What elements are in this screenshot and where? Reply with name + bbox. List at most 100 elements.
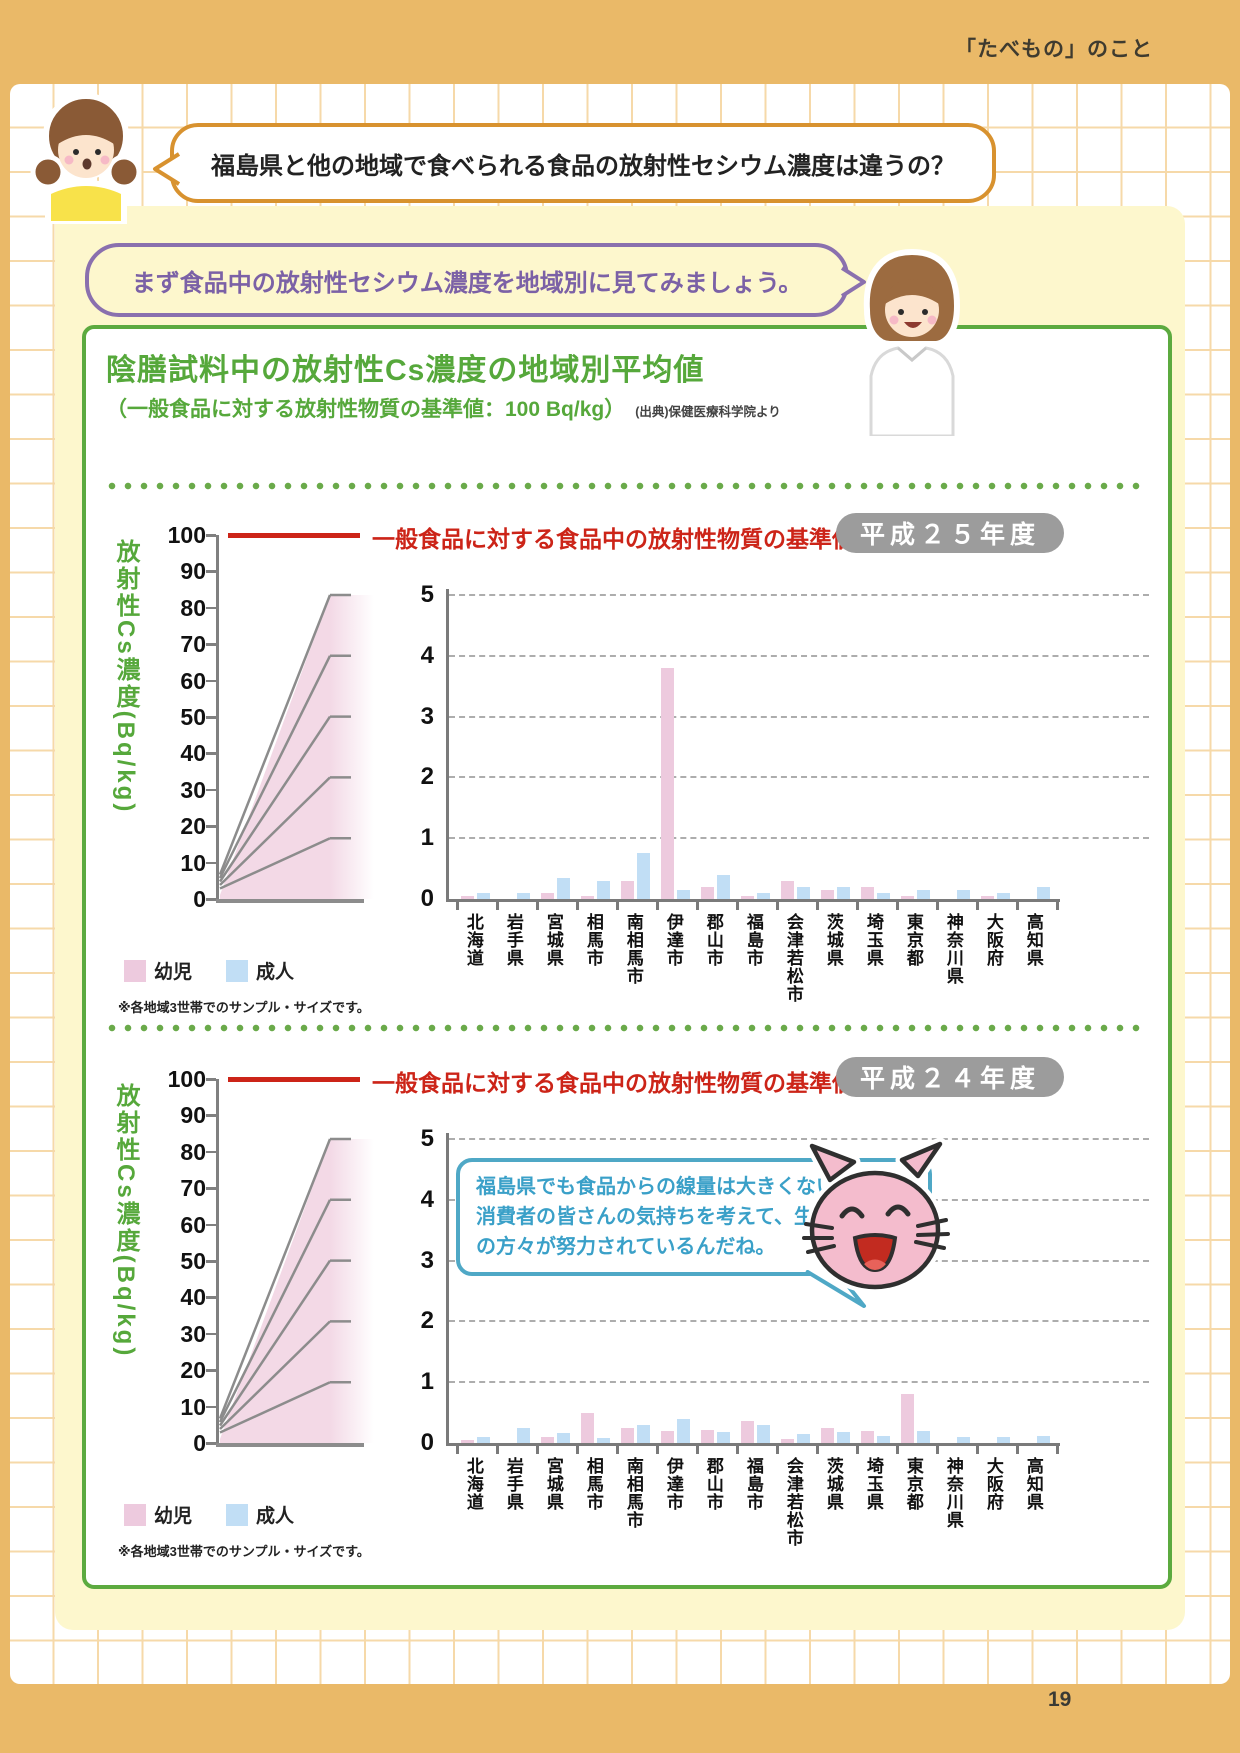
girl-character-icon bbox=[30, 93, 142, 224]
outer-axis-tick bbox=[206, 1260, 216, 1263]
bar-infant bbox=[740, 895, 754, 899]
region-tick bbox=[616, 902, 619, 910]
dotted-separator bbox=[104, 1023, 1144, 1033]
cat-speech-line: 福島県でも食品からの線量は大きくないよ！ bbox=[476, 1176, 876, 1198]
region-tick bbox=[896, 902, 899, 910]
bar-infant bbox=[460, 895, 474, 899]
inset-gridline bbox=[449, 837, 1149, 840]
legend-item-infant: 幼児 bbox=[124, 1501, 192, 1528]
outer-axis-tick bbox=[206, 643, 216, 646]
category-label: 会津若松市 bbox=[783, 1457, 803, 1547]
outer-axis-tick-label: 100 bbox=[167, 522, 206, 548]
cat-speech-line: の方々が努力されているんだね。 bbox=[476, 1236, 776, 1258]
year-badge: 平成２５年度 bbox=[836, 513, 1064, 553]
intro-text: まず食品中の放射性セシウム濃度を地域別に見てみましょう。 bbox=[131, 269, 803, 297]
outer-axis-tick bbox=[206, 716, 216, 719]
bar-adult bbox=[997, 1436, 1010, 1443]
outer-axis-tick bbox=[206, 534, 216, 537]
zoom-fan bbox=[218, 593, 374, 899]
category-label: 南相馬市 bbox=[623, 913, 643, 985]
outer-axis-tick bbox=[206, 1150, 216, 1154]
outer-axis-tick bbox=[206, 1442, 216, 1445]
bar-adult bbox=[917, 889, 930, 899]
category-label: 伊達市 bbox=[663, 1457, 683, 1511]
bar-adult bbox=[957, 889, 970, 899]
outer-axis-tick bbox=[206, 861, 216, 865]
zoom-fan bbox=[218, 1137, 374, 1443]
outer-axis-tick bbox=[206, 1187, 216, 1190]
category-label: 福島市 bbox=[743, 913, 763, 967]
category-label: 岩手県 bbox=[503, 1457, 523, 1511]
region-tick bbox=[936, 1446, 939, 1454]
inset-axis-tick-label: 4 bbox=[420, 641, 434, 669]
region-tick bbox=[1016, 1446, 1019, 1454]
category-label: 茨城県 bbox=[823, 913, 843, 967]
outer-axis-tick-label: 60 bbox=[180, 667, 206, 694]
category-label: 埼玉県 bbox=[863, 913, 883, 967]
legend-label: 幼児 bbox=[154, 1506, 193, 1527]
region-tick bbox=[576, 1446, 579, 1454]
outer-axis-tick bbox=[206, 1296, 216, 1299]
inset-axis-line bbox=[446, 1133, 449, 1445]
region-tick bbox=[536, 1446, 539, 1454]
category-label: 東京都 bbox=[903, 1457, 923, 1511]
category-label: 高知県 bbox=[1023, 913, 1043, 967]
region-tick bbox=[936, 902, 939, 910]
inset-axis-tick-label: 3 bbox=[420, 702, 434, 730]
region-tick bbox=[696, 902, 699, 910]
region-tick bbox=[1016, 902, 1019, 910]
outer-axis-tick-label: 30 bbox=[180, 1320, 206, 1347]
bar-infant bbox=[980, 895, 994, 899]
sample-note: ※各地域3世帯でのサンプル・サイズです。 bbox=[118, 1544, 370, 1559]
legend-item-infant: 幼児 bbox=[124, 957, 192, 984]
region-tick bbox=[736, 902, 739, 910]
bar-adult bbox=[997, 892, 1010, 899]
outer-axis-tick-label: 70 bbox=[180, 1175, 206, 1202]
outer-axis-line bbox=[216, 535, 219, 899]
bar-adult bbox=[597, 880, 610, 899]
category-label: 南相馬市 bbox=[623, 1457, 643, 1529]
question-bubble-tail bbox=[153, 152, 180, 186]
category-label: 宮城県 bbox=[543, 913, 563, 967]
outer-axis-tick-label: 10 bbox=[180, 849, 206, 876]
bar-infant bbox=[700, 1429, 714, 1443]
outer-axis-baseline bbox=[216, 899, 364, 903]
page-number: 19 bbox=[1048, 1688, 1072, 1711]
outer-axis-tick bbox=[206, 1405, 216, 1409]
bar-adult bbox=[637, 1424, 650, 1443]
outer-axis-tick bbox=[206, 1078, 216, 1081]
region-tick bbox=[816, 902, 819, 910]
bar-adult bbox=[877, 892, 890, 899]
region-tick bbox=[576, 902, 579, 910]
region-tick bbox=[696, 1446, 699, 1454]
region-tick bbox=[616, 1446, 619, 1454]
dotted-separator bbox=[104, 481, 1144, 491]
inset-gridline bbox=[449, 715, 1149, 718]
year-badge: 平成２４年度 bbox=[836, 1057, 1064, 1097]
category-label: 大阪府 bbox=[983, 913, 1003, 967]
bar-adult bbox=[477, 892, 490, 899]
outer-axis-tick bbox=[206, 1369, 216, 1372]
outer-axis-baseline bbox=[216, 1443, 364, 1447]
category-label: 北海道 bbox=[463, 1457, 483, 1511]
region-tick bbox=[456, 902, 459, 910]
bar-adult bbox=[517, 1427, 530, 1443]
inset-axis-line bbox=[446, 589, 449, 901]
inset-gridline bbox=[449, 654, 1149, 657]
bar-adult bbox=[717, 874, 730, 899]
outer-axis-tick-label: 50 bbox=[180, 704, 206, 730]
inset-gridline bbox=[449, 1381, 1149, 1384]
bar-adult bbox=[797, 886, 810, 899]
category-label: 伊達市 bbox=[663, 913, 683, 967]
legend-swatch bbox=[226, 959, 249, 982]
inset-axis-tick-label: 0 bbox=[420, 1429, 434, 1456]
outer-axis-tick-label: 80 bbox=[180, 594, 206, 621]
region-tick bbox=[1056, 1446, 1059, 1454]
bar-infant bbox=[580, 895, 594, 899]
chart-panel-subrow: （一般食品に対する放射性物質の基準値：100 Bq/kg） (出典)保健医療科学… bbox=[106, 393, 781, 423]
outer-axis-tick bbox=[206, 1114, 216, 1117]
outer-axis-tick-label: 0 bbox=[193, 886, 206, 912]
category-label: 埼玉県 bbox=[863, 1457, 883, 1511]
category-label: 東京都 bbox=[903, 913, 923, 967]
category-label: 岩手県 bbox=[503, 913, 523, 967]
